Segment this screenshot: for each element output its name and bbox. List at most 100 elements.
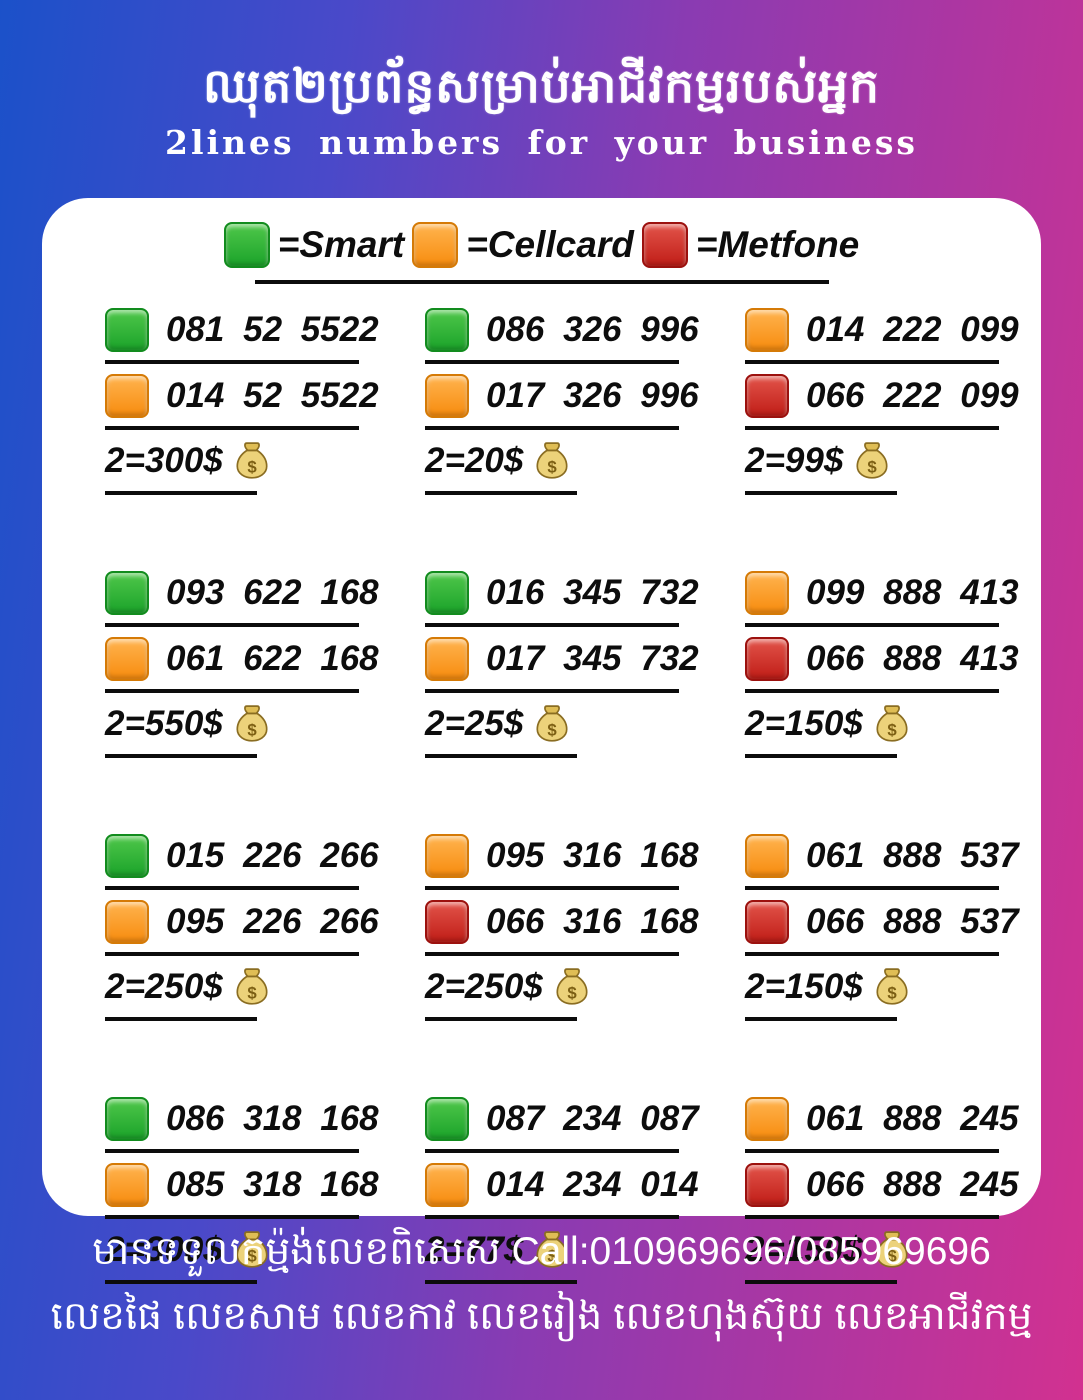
carrier-color-icon bbox=[105, 374, 149, 418]
poster-header: ឈុត២ប្រព័ន្ធសម្រាប់អាជីវកម្មរបស់អ្នក 2li… bbox=[0, 0, 1083, 162]
phone-number: 099 888 413 bbox=[806, 573, 1019, 612]
money-bag-icon: $ bbox=[536, 705, 568, 742]
divider bbox=[425, 952, 679, 956]
phone-number: 086 326 996 bbox=[486, 310, 699, 349]
pair-line-1: 086 318 168 bbox=[105, 1095, 405, 1143]
pair-line-2: 061 622 168 bbox=[105, 635, 405, 683]
divider bbox=[105, 426, 359, 430]
carrier-color-icon bbox=[425, 637, 469, 681]
svg-text:$: $ bbox=[868, 458, 878, 477]
money-bag-icon: $ bbox=[556, 968, 588, 1005]
divider bbox=[425, 1280, 577, 1284]
carrier-color-icon bbox=[105, 834, 149, 878]
number-pair-cell: 016 345 732 017 345 732 2=25$ $ bbox=[425, 569, 725, 766]
pair-line-1: 015 226 266 bbox=[105, 832, 405, 880]
phone-number: 095 316 168 bbox=[486, 836, 699, 875]
price-row: 2=250$ $ bbox=[105, 964, 405, 1010]
phone-number: 066 888 245 bbox=[806, 1165, 1019, 1204]
money-bag-icon: $ bbox=[876, 705, 908, 742]
divider bbox=[745, 1215, 999, 1219]
pair-line-2: 095 226 266 bbox=[105, 898, 405, 946]
carrier-color-icon bbox=[745, 834, 789, 878]
pair-line-2: 066 888 413 bbox=[745, 635, 1045, 683]
money-bag-icon: $ bbox=[856, 442, 888, 479]
svg-text:$: $ bbox=[887, 1247, 897, 1266]
legend-label-smart: =Smart bbox=[277, 224, 405, 265]
carrier-color-icon bbox=[425, 1097, 469, 1141]
pair-price: 2=250$ bbox=[425, 967, 543, 1006]
pair-price: 2=25$ bbox=[425, 704, 524, 743]
pair-line-1: 081 52 5522 bbox=[105, 306, 405, 354]
divider bbox=[745, 1149, 999, 1153]
divider bbox=[105, 1280, 257, 1284]
pair-line-2: 066 222 099 bbox=[745, 372, 1045, 420]
price-row: 2=300$ $ bbox=[105, 438, 405, 484]
money-bag-icon: $ bbox=[236, 442, 268, 479]
phone-number: 095 226 266 bbox=[166, 902, 379, 941]
pair-price: 2=150$ bbox=[745, 967, 863, 1006]
svg-text:$: $ bbox=[247, 1247, 257, 1266]
price-row: 2=250$ $ bbox=[425, 964, 725, 1010]
carrier-color-icon bbox=[745, 1097, 789, 1141]
pair-line-2: 017 345 732 bbox=[425, 635, 725, 683]
money-bag-icon: $ bbox=[876, 968, 908, 1005]
carrier-color-icon bbox=[745, 374, 789, 418]
divider bbox=[425, 1215, 679, 1219]
money-bag-icon: $ bbox=[536, 442, 568, 479]
divider bbox=[745, 1280, 897, 1284]
phone-number: 081 52 5522 bbox=[166, 310, 379, 349]
money-bag-icon: $ bbox=[236, 1231, 268, 1268]
pair-line-2: 014 234 014 bbox=[425, 1161, 725, 1209]
phone-number: 017 345 732 bbox=[486, 639, 699, 678]
divider bbox=[105, 689, 359, 693]
svg-text:$: $ bbox=[887, 721, 897, 740]
pair-price: 2=300$ bbox=[105, 441, 223, 480]
divider bbox=[745, 491, 897, 495]
pair-line-2: 066 888 245 bbox=[745, 1161, 1045, 1209]
carrier-color-icon bbox=[105, 1097, 149, 1141]
divider bbox=[105, 360, 359, 364]
price-row: 2=150$ $ bbox=[745, 701, 1045, 747]
pair-price: 2=550$ bbox=[105, 704, 223, 743]
divider bbox=[105, 623, 359, 627]
divider bbox=[425, 360, 679, 364]
number-pair-cell: 061 888 537 066 888 537 2=150$ $ bbox=[745, 832, 1045, 1029]
divider bbox=[425, 886, 679, 890]
divider bbox=[745, 623, 999, 627]
carrier-color-icon bbox=[105, 571, 149, 615]
carrier-color-icon bbox=[745, 571, 789, 615]
phone-number: 066 888 537 bbox=[806, 902, 1019, 941]
carrier-color-icon bbox=[745, 900, 789, 944]
svg-text:$: $ bbox=[548, 458, 558, 477]
pair-price: 2=150$ bbox=[745, 1230, 863, 1269]
money-bag-icon: $ bbox=[536, 1231, 568, 1268]
carrier-color-icon bbox=[105, 637, 149, 681]
footer-number-types-line: លេខផៃ លេខសាម លេខកាវ លេខរៀង លេខហុងស៊ុយ លេ… bbox=[50, 1295, 1033, 1338]
divider bbox=[745, 1017, 897, 1021]
phone-number: 014 222 099 bbox=[806, 310, 1019, 349]
price-row: 2=25$ $ bbox=[425, 701, 725, 747]
footer-contact-line: មានទទួលកម្ម៉ង់លេខពិសេស Call:010969696/08… bbox=[92, 1230, 991, 1273]
divider bbox=[745, 886, 999, 890]
price-row: 2=550$ $ bbox=[105, 701, 405, 747]
phone-number: 085 318 168 bbox=[166, 1165, 379, 1204]
divider bbox=[105, 952, 359, 956]
carrier-color-icon bbox=[425, 308, 469, 352]
pair-line-1: 087 234 087 bbox=[425, 1095, 725, 1143]
pair-line-1: 061 888 537 bbox=[745, 832, 1045, 880]
carrier-color-icon bbox=[425, 834, 469, 878]
carrier-color-icon bbox=[425, 1163, 469, 1207]
pair-line-2: 014 52 5522 bbox=[105, 372, 405, 420]
svg-text:$: $ bbox=[247, 984, 257, 1003]
divider bbox=[105, 1149, 359, 1153]
carrier-color-icon bbox=[745, 308, 789, 352]
number-pair-cell: 087 234 087 014 234 014 2=77$ $ bbox=[425, 1095, 725, 1292]
carrier-color-icon bbox=[745, 1163, 789, 1207]
number-pair-cell: 086 326 996 017 326 996 2=20$ $ bbox=[425, 306, 725, 503]
money-bag-icon: $ bbox=[236, 968, 268, 1005]
price-row: 2=77$ $ bbox=[425, 1227, 725, 1273]
pair-line-1: 093 622 168 bbox=[105, 569, 405, 617]
phone-number: 061 888 245 bbox=[806, 1099, 1019, 1138]
pair-price: 2=20$ bbox=[425, 441, 524, 480]
carrier-color-icon bbox=[105, 900, 149, 944]
